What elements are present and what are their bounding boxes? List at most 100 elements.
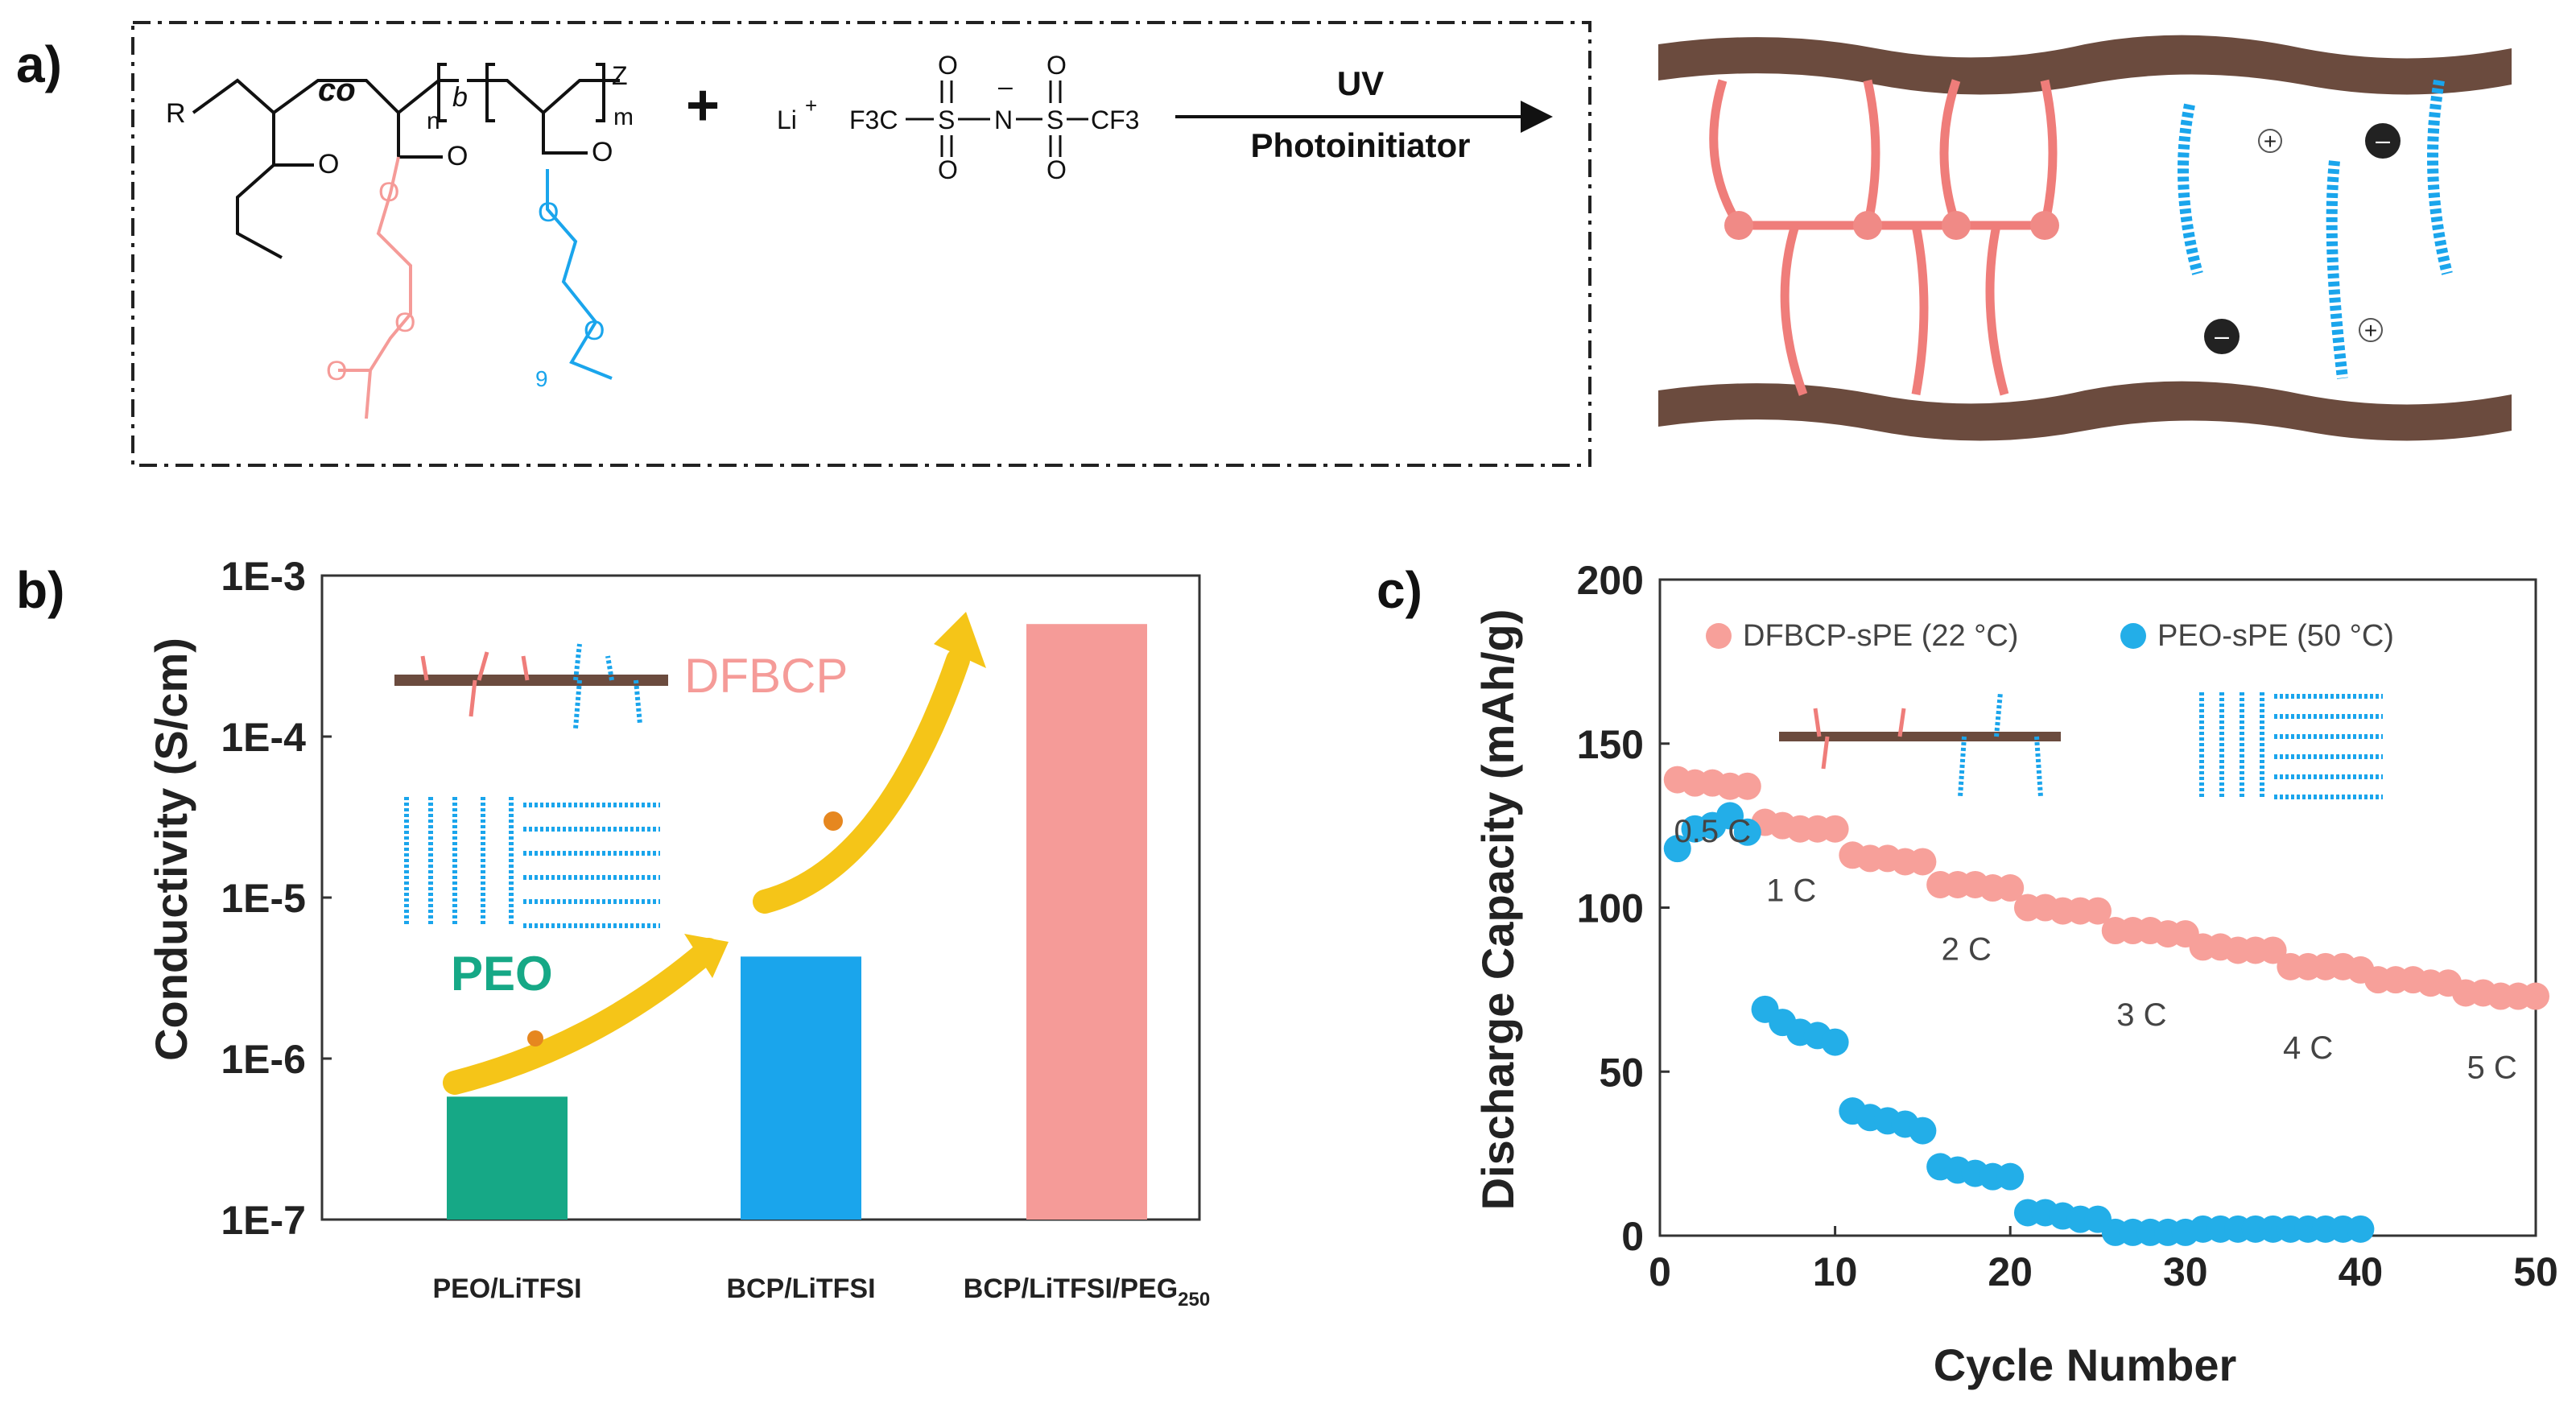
chart-c-point-peo [2347,1215,2375,1243]
chart-c-point-peo [1909,1117,1937,1145]
methyl-ester [236,113,314,259]
chart-c-rate-label: 1 C [1766,873,1816,908]
chart-c-point-peo [1663,835,1691,863]
chart-c-point-dfbcp [2084,897,2112,925]
chart-b-ylabel: Conductivity (S/cm) [146,638,196,1061]
f3c-label: F3C [849,105,898,134]
chart-b-ytick-label: 1E-6 [221,1037,306,1082]
acrylate-o: O [447,141,468,171]
peg-o-1: O [538,197,559,228]
acrylate-o-1: O [378,177,399,208]
m-subscript: m [613,104,634,130]
litfsi-bonds [906,80,1088,157]
chart-c-rate-label: 4 C [2283,1030,2333,1066]
chart-c-ytick-label: 100 [1577,886,1644,931]
chart-c-ylabel: Discharge Capacity (mAh/g) [1472,609,1523,1211]
network-illustration: + – – + [1658,35,2512,441]
crosslink-node [1942,211,1971,240]
peo-vertical-chains [404,797,514,926]
chart-c-ytick-label: 50 [1599,1050,1644,1095]
peg-chain [546,169,613,380]
trend-arrow-2-head [934,612,986,668]
c-inset-blue-chains [1958,691,2043,798]
chart-b-ytick-label: 1E-4 [221,715,306,760]
methyl-ester-o: O [318,149,339,180]
chart-c-point-dfbcp [1821,815,1849,843]
chart-c-ytick-label: 150 [1577,722,1644,767]
chart-c-inset [1779,691,2383,799]
r-group-label: R [166,98,186,129]
top-backbone [1658,35,2512,95]
bracket-m-left [485,63,495,122]
chart-c-point-dfbcp [1996,874,2025,902]
crosslink-node [2030,211,2059,240]
chart-c-xtick-label: 10 [1813,1249,1858,1294]
acrylate-o-2: O [394,308,415,338]
ion-minus-sign: – [2376,126,2390,155]
climber-icon [824,811,843,831]
chart-c-xlabel: Cycle Number [1934,1340,2237,1390]
chart-c-xtick-label: 0 [1649,1249,1671,1294]
chart-b-xtick-label: PEO/LiTFSI [432,1273,581,1304]
arrow-label-photoinitiator: Photoinitiator [1251,126,1471,164]
ion-plus [2258,129,2282,153]
monomer-structure: R co b n Z m O O O O O O O O 9 [166,61,634,419]
chart-c-ytick-label: 200 [1577,558,1644,603]
chart-b-ytick-label: 1E-3 [221,554,306,599]
chart-c-point-peo [1996,1162,2025,1191]
chart-c-rate-label: 2 C [1942,932,1992,968]
acrylate-o-3: O [326,356,347,386]
ion-plus-sign: + [2264,129,2277,154]
dfbcp-blue-chains [573,643,642,729]
chart-c-xtick-label: 30 [2163,1249,2208,1294]
c-inset-peo-vertical [2199,692,2264,797]
z-label: Z [612,61,628,90]
trend-arrow-2 [753,648,970,914]
reaction-arrow: UV Photoinitiator [1175,64,1553,164]
chart-b-trend-arrows [443,612,986,1095]
n-minus: – [998,72,1013,101]
c-inset-pink-chains [1813,708,1906,770]
so2-o-4: O [1046,155,1067,184]
legend-marker-peo [2120,623,2146,649]
chart-c-point-dfbcp [1733,772,1761,800]
chart-b-bar [1026,624,1147,1220]
chart-c-xtick-label: 50 [2513,1249,2558,1294]
c-inset-peo-horizontal [2274,694,2383,799]
dfbcp-label: DFBCP [684,649,848,703]
chart-c-rate-label: 0.5 C [1674,814,1751,849]
chart-c-point-peo [1716,802,1744,830]
plus-sign: + [686,73,720,138]
chart-b-xtick-label: BCP/LiTFSI/PEG250 [964,1273,1210,1311]
chart-b-inset-dfbcp: DFBCP [394,643,848,729]
peo-horizontal-chains [523,803,660,928]
ion-plus [2359,318,2383,342]
acrylate-chain [338,156,412,419]
second-backbone [467,79,620,115]
chart-b-bar [741,956,861,1220]
climber-icon [527,1030,543,1046]
chart-c-rate-label: 3 C [2116,997,2166,1033]
cf3-label: CF3 [1091,105,1139,134]
so2-o-1: O [938,51,958,80]
litfsi-structure: Li + F3C S N – S CF3 O O O O [777,51,1139,184]
chart-c-legend: DFBCP-sPE (22 °C) PEO-sPE (50 °C) [1706,619,2394,653]
co-label: co [318,72,356,108]
trend-arrow-1-head [684,934,729,978]
legend-label-peo: PEO-sPE (50 °C) [2157,619,2394,653]
legend-label-dfbcp: DFBCP-sPE (22 °C) [1743,619,2018,653]
ion-minus [2365,123,2401,159]
peg-o-carbonyl: O [592,137,613,167]
crosslink-node [1853,211,1882,240]
li-label: Li [777,105,797,134]
chart-c-rate-label: 5 C [2467,1050,2516,1085]
chart-c-point-dfbcp [2259,936,2287,964]
chart-c-xtick-label: 40 [2339,1249,2384,1294]
scheme-dashed-box [131,21,1591,467]
ion-plus-sign: + [2364,318,2377,343]
chart-c-xtick-label: 20 [1988,1249,2033,1294]
li-plus: + [805,93,817,118]
dfbcp-pink-chains [420,651,530,717]
chart-b-ytick-label: 1E-5 [221,876,306,921]
ion-minus [2204,319,2240,354]
